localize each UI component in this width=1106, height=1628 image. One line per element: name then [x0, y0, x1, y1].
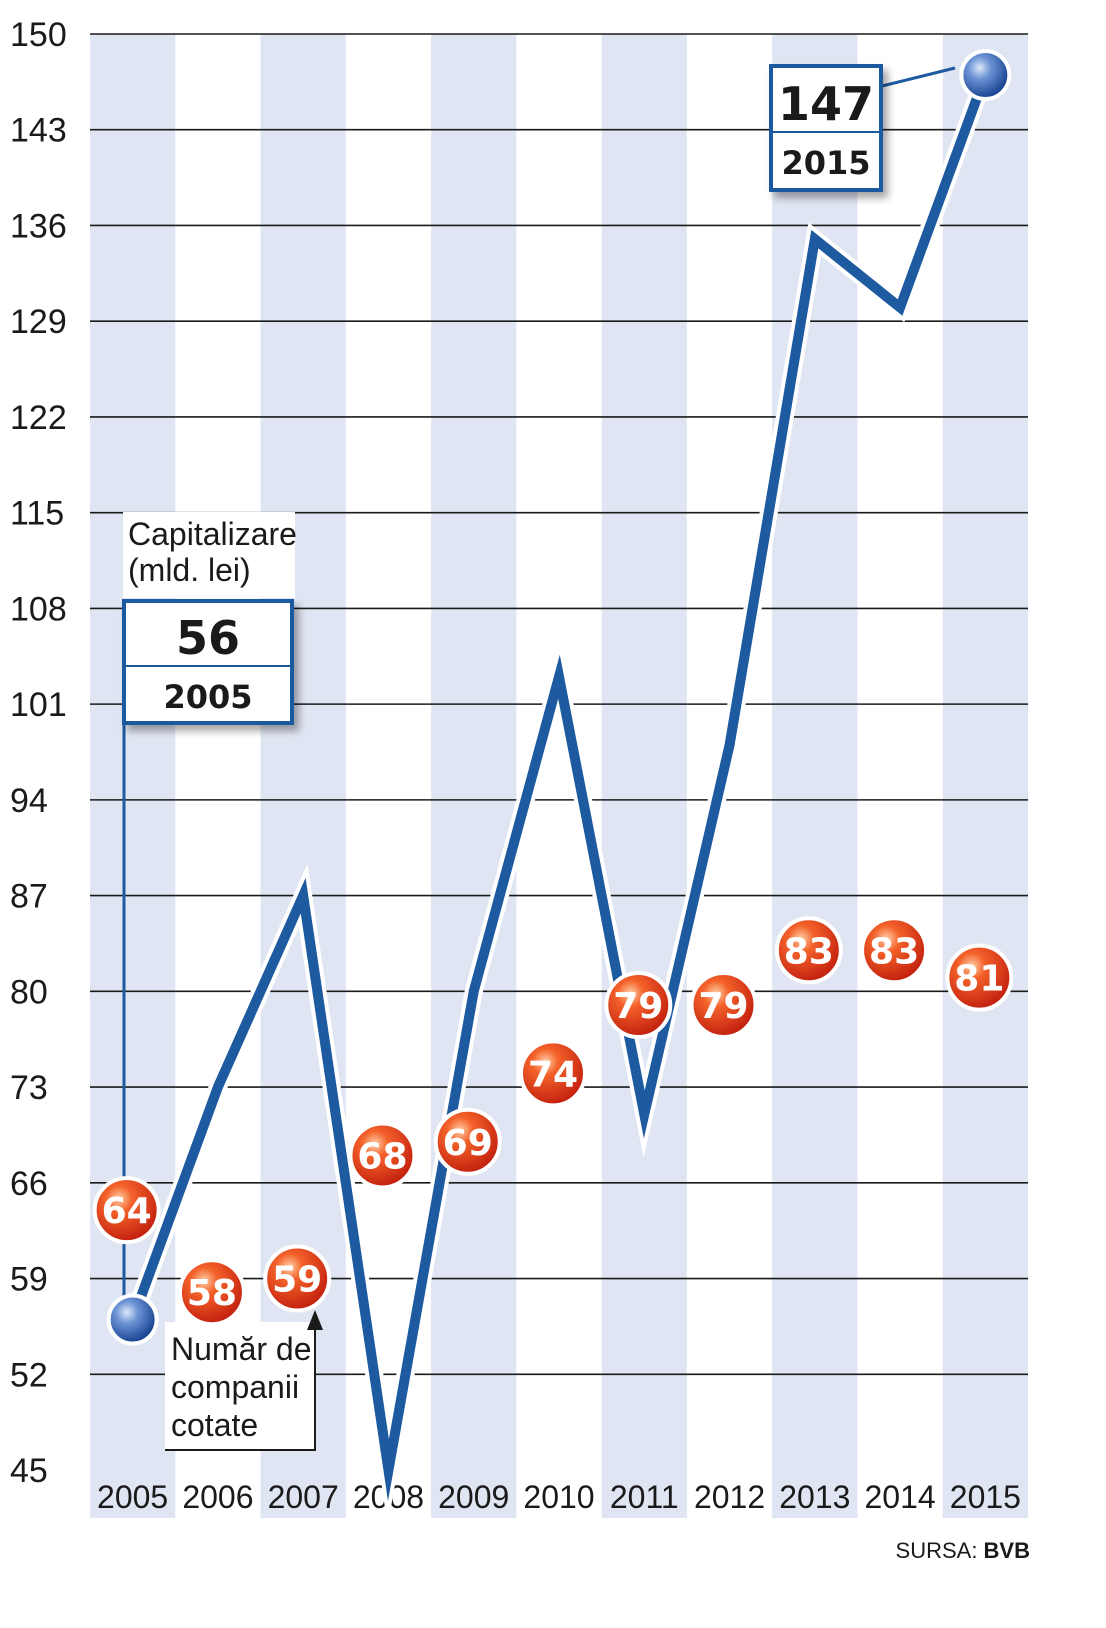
- capitalizare-line: [127, 73, 991, 1502]
- companii-label-line2: companii: [171, 1369, 299, 1405]
- companii-marker: [433, 1107, 502, 1176]
- y-tick-label: 122: [10, 399, 67, 437]
- companii-marker: [177, 1258, 246, 1327]
- y-tick-label: 143: [10, 112, 67, 150]
- x-tick-label: 2015: [950, 1479, 1021, 1515]
- start-point: [106, 1293, 159, 1346]
- companii-value-label: 81: [954, 959, 1004, 1000]
- column-band: [90, 34, 176, 1518]
- capitalizare-series: [124, 71, 994, 1526]
- companii-value-label: 83: [784, 931, 834, 972]
- source-note: SURSA: BVB: [896, 1538, 1030, 1563]
- capitalizare-label-bg: [123, 512, 295, 598]
- companii-marker: [92, 1176, 161, 1245]
- start-callout: [122, 599, 294, 725]
- y-tick-label: 45: [10, 1452, 48, 1490]
- x-tick-label: 2005: [97, 1479, 168, 1515]
- companii-value-label: 68: [357, 1136, 407, 1177]
- companii-value-label: 83: [869, 931, 919, 972]
- capitalizare-label-line1: Capitalizare: [128, 516, 297, 552]
- column-band: [601, 34, 687, 1518]
- x-tick-label: 2013: [779, 1479, 850, 1515]
- y-tick-label: 108: [10, 590, 67, 628]
- end-callout-leader: [881, 66, 956, 88]
- source-name: BVB: [984, 1538, 1030, 1563]
- companii-label-line1: Număr de: [171, 1331, 312, 1367]
- y-tick-label: 129: [10, 303, 67, 341]
- end-callout-year: 2015: [781, 144, 870, 182]
- end-callout-value: 147: [778, 77, 874, 131]
- companii-marker: [945, 943, 1014, 1012]
- companii-marker: [263, 1244, 332, 1313]
- y-tick-label: 80: [10, 973, 48, 1011]
- companii-value-label: 59: [272, 1260, 322, 1301]
- end-point: [959, 49, 1012, 102]
- x-tick-label: 2011: [610, 1479, 679, 1515]
- y-tick-label: 115: [10, 495, 64, 533]
- start-callout-box: [122, 599, 294, 725]
- y-tick-label: 59: [10, 1261, 48, 1299]
- column-band: [942, 34, 1028, 1518]
- column-band: [431, 34, 517, 1518]
- companii-arrow: [307, 1310, 323, 1330]
- companii-annotation: Număr de companii cotate: [165, 1310, 323, 1451]
- x-axis: 2005 2006 2007 2008 2009 2010 2011 2012 2013 2014…: [97, 1479, 1021, 1515]
- companii-value-label: 58: [187, 1273, 237, 1314]
- companii-marker: [689, 971, 758, 1040]
- x-tick-label: 2006: [182, 1479, 253, 1515]
- x-tick-label: 2014: [864, 1479, 935, 1515]
- companii-marker: [348, 1121, 417, 1190]
- companii-marker: [604, 971, 673, 1040]
- y-axis: 150 143 136 129 122 115 108 101 94 87 80 73 66 59 52 45: [10, 16, 67, 1490]
- y-tick-label: 66: [10, 1165, 48, 1203]
- source-prefix: SURSA:: [896, 1538, 984, 1563]
- start-callout-value: 56: [176, 611, 240, 665]
- companii-value-label: 74: [528, 1054, 578, 1095]
- x-tick-label: 2010: [523, 1479, 594, 1515]
- end-callout-box: [769, 64, 883, 192]
- y-tick-label: 94: [10, 782, 48, 820]
- companii-marker: [519, 1039, 587, 1108]
- companii-value-label: 69: [443, 1123, 493, 1164]
- capitalizare-annotation: Capitalizare (mld. lei): [123, 512, 297, 598]
- companii-marker: [860, 916, 929, 985]
- companii-series: 64 58 59 68 69 74 79 79 83 83 81: [92, 916, 1014, 1327]
- capitalizare-endpoints: [106, 49, 1012, 1346]
- y-tick-label: 136: [10, 207, 67, 245]
- column-bands: [90, 34, 1028, 1518]
- y-tick-label: 101: [10, 686, 67, 724]
- companii-value-label: 79: [613, 986, 663, 1027]
- companii-label-line3: cotate: [171, 1407, 258, 1443]
- companii-value-label: 79: [698, 986, 748, 1027]
- companii-bracket: [165, 1322, 316, 1451]
- end-callout: [769, 64, 883, 192]
- companii-label-bg: [165, 1322, 315, 1450]
- x-tick-label: 2007: [268, 1479, 339, 1515]
- start-callout-year: 2005: [163, 678, 252, 716]
- gridlines: [90, 33, 1028, 1376]
- y-tick-label: 52: [10, 1356, 48, 1394]
- x-tick-label: 2009: [438, 1479, 509, 1515]
- capitalizare-label-line2: (mld. lei): [128, 552, 251, 588]
- companii-marker: [774, 916, 843, 985]
- y-tick-label: 87: [10, 878, 48, 916]
- x-tick-label: 2012: [694, 1479, 765, 1515]
- y-tick-label: 73: [10, 1069, 48, 1107]
- companii-value-label: 64: [102, 1191, 152, 1232]
- y-tick-label: 150: [10, 16, 67, 54]
